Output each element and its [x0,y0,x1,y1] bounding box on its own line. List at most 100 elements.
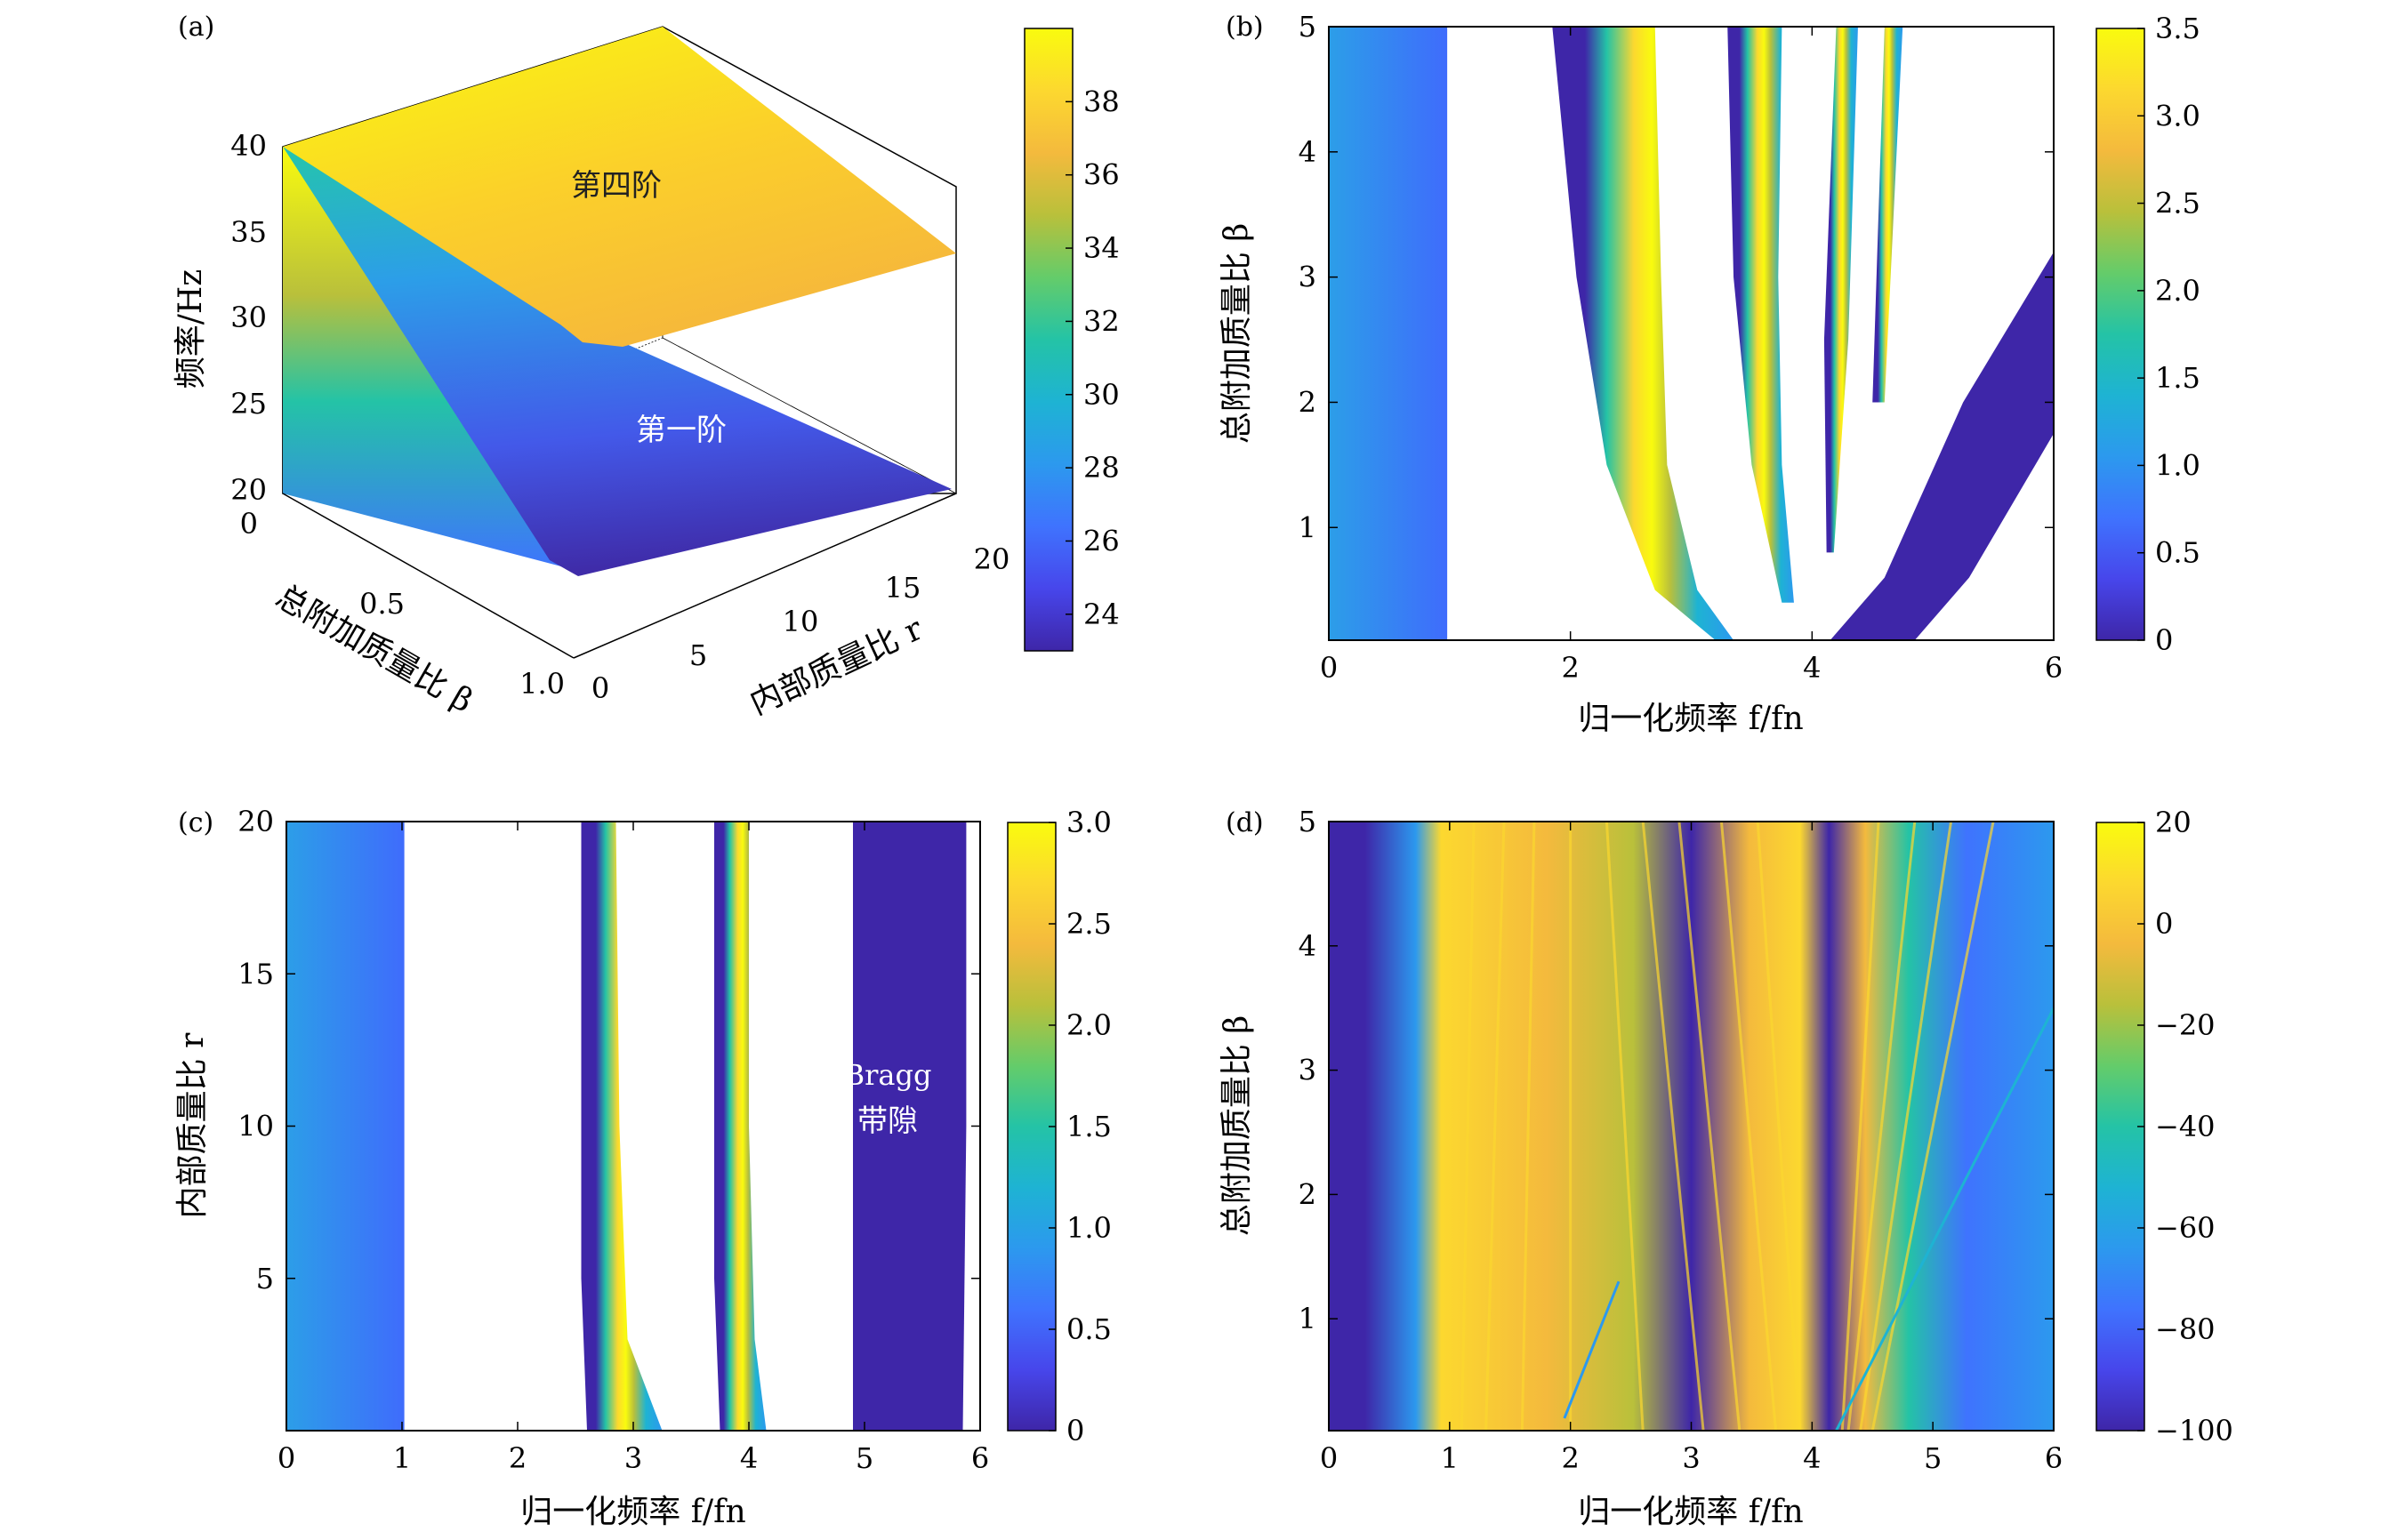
r-tick: 10 [783,605,819,638]
colorbar-tick-label: −80 [2155,1312,2216,1346]
beta-axis-line [282,493,575,659]
colorbar-tick-label: 32 [1083,304,1120,338]
band-region [286,822,405,1431]
x-tick-label: 6 [2045,1441,2063,1475]
panel-b-label: (b) [1226,12,1264,43]
panel-b: (b) 0 2 4 6 1 2 3 4 5 归一化频率 f/fn 总附加质量比 β 0 0.5 1.… [1219,10,2200,737]
first-mode-surface [283,147,952,576]
colorbar-d [2095,822,2145,1432]
y-tick-label: 15 [237,957,274,991]
r-axis-label: 内部质量比 r [744,611,929,723]
x-tick-label: 4 [1803,1441,1821,1475]
y-tick-label: 10 [237,1110,274,1143]
colorbar-b-ticks: 0 0.5 1.0 1.5 2.0 2.5 3.0 3.5 [2137,12,2200,657]
colorbar-b [2095,28,2145,641]
x-tick-label: 3 [1682,1441,1700,1475]
colorbar-tick-label: 36 [1083,158,1120,192]
colorbar-a-ticks: 24 26 28 30 32 34 36 38 [1066,84,1120,631]
bandgap-label: 带隙 [857,1103,918,1139]
band-region [1823,27,1858,553]
y-tick-label: 3 [1299,261,1316,294]
colorbar-tick-label: 34 [1083,231,1120,265]
colorbar-tick-label: 3.5 [2155,12,2200,45]
x-tick-label: 1 [393,1441,411,1475]
x-axis-label-b: 归一化频率 f/fn [1578,701,1803,737]
panel-a-label: (a) [178,12,214,43]
colorbar-tick-label: 0 [2155,623,2173,657]
y-tick-label: 1 [1299,1302,1316,1335]
mode-stripe [1870,822,1995,1431]
z-tick: 20 [230,473,267,507]
first-mode-label: 第一阶 [636,413,727,448]
bands-b [1329,27,2054,640]
colorbar-tick-label: 0 [1066,1414,1084,1448]
y-tick-label: 5 [256,1262,274,1295]
colorbar-tick-label: 0.5 [1066,1312,1112,1346]
bands-c [286,822,967,1431]
panel-d: (d) 0 1 2 3 4 5 6 1 2 3 4 5 归一化频率 f/fn 总附加质量比 β 20 0… [1219,805,2233,1530]
beta-tick: 0 [240,507,258,541]
x-tick-label: 6 [2045,651,2063,685]
colorbar-tick-label: 2.5 [2155,187,2200,221]
y-axis-label-d: 总附加质量比 β [1219,1015,1255,1236]
mode-stripe [1460,822,1476,1431]
colorbar-tick-label: 2.0 [1066,1008,1112,1042]
mode-stripe [1719,822,1778,1431]
z-tick: 30 [230,301,267,334]
diagonal-stripe [1835,1007,2054,1431]
x-tick-label: 4 [1803,651,1821,685]
axes-ticks-c: 0 1 2 3 4 5 6 5 10 15 20 [237,805,989,1475]
mode-stripe [1520,822,1536,1431]
mode-stripe [1840,822,1880,1431]
colorbar-tick-label: 0 [2155,907,2173,941]
mode-stripe [1756,822,1802,1431]
x-tick-label: 2 [509,1441,527,1475]
y-tick-label: 3 [1299,1054,1316,1087]
colorbar-tick-label: 1.5 [1066,1110,1112,1143]
r-tick: 15 [885,571,921,605]
stripes-d [1460,822,2054,1431]
fourth-mode-label: 第四阶 [571,168,662,204]
beta-tick: 1.0 [519,667,565,701]
y-axis-label-c: 内部质量比 r [174,1032,211,1218]
y-axis-label-b: 总附加质量比 β [1219,223,1255,444]
colorbar-tick-label: 2.5 [1066,907,1112,941]
mode-stripe [1641,822,1705,1431]
colorbar-tick-label: 30 [1083,378,1120,412]
colorbar-tick-label: 3.0 [2155,99,2200,132]
z-axis-label: 频率/Hz [173,269,209,389]
panel-d-label: (d) [1226,807,1264,838]
mode-stripe [1605,822,1645,1431]
colorbar-tick-label: −60 [2155,1211,2216,1245]
x-tick-label: 6 [971,1441,989,1475]
r-tick: 20 [974,542,1010,576]
x-tick-label: 2 [1561,651,1579,685]
panel-c: (c) Bragg 带隙 0 1 2 3 4 5 6 5 10 15 20 归一化频率 f/fn 内… [174,805,1112,1530]
x-tick-label: 3 [624,1441,642,1475]
x-tick-label: 0 [1320,1441,1338,1475]
x-tick-label: 5 [1924,1441,1942,1475]
r-tick: 5 [689,638,707,672]
heatmap-d [1329,822,2054,1431]
z-tick: 40 [230,129,267,163]
band-region [1830,252,2054,640]
y-tick-label: 1 [1299,510,1316,544]
colorbar-tick-label: 3.0 [1066,806,1112,839]
z-tick: 25 [230,387,267,421]
colorbar-tick-label: −20 [2155,1008,2216,1042]
colorbar-tick-label: −40 [2155,1110,2216,1143]
colorbar-tick-label: 1.0 [2155,448,2200,482]
colorbar-tick-label: 0.5 [2155,536,2200,570]
floor-line-2 [662,337,957,494]
mode-stripe [1677,822,1742,1431]
colorbar-d-ticks: 20 0 −20 −40 −60 −80 −100 [2137,806,2233,1448]
band-region [714,822,767,1431]
colorbar-tick-label: 20 [2155,806,2192,839]
y-tick-label: 2 [1299,1177,1316,1211]
x-tick-label: 0 [1320,651,1338,685]
beta-tick: 0.5 [359,587,405,621]
band-region [581,822,663,1431]
z-ticks: 40 35 30 25 20 [230,129,267,507]
band-region [1552,27,1734,640]
colorbar-tick-label: 1.0 [1066,1211,1112,1245]
